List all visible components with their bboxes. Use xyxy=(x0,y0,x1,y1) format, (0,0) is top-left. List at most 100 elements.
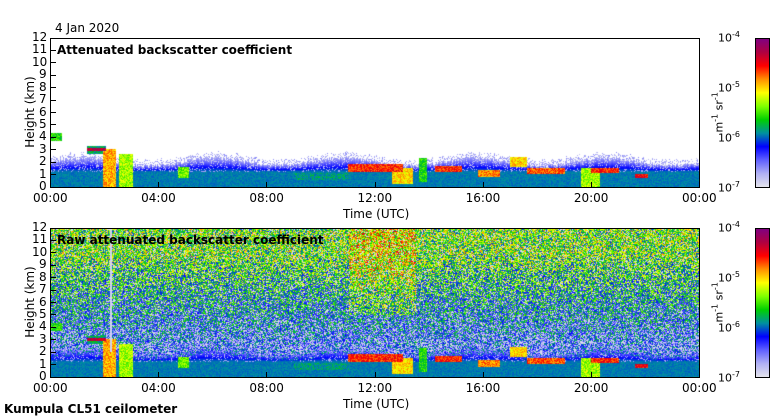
y-tick-mark xyxy=(51,351,56,353)
plot-title: Raw attenuated backscatter coefficient xyxy=(57,233,324,247)
y-tick-mark xyxy=(51,302,56,303)
tick-base: 10 xyxy=(718,181,732,195)
y-tick-label: 12 xyxy=(32,30,48,44)
unit-part: -1 xyxy=(710,113,720,122)
x-tick-mark xyxy=(590,372,592,377)
y-tick-mark xyxy=(51,314,56,316)
x-tick-mark xyxy=(699,182,700,187)
colorbar xyxy=(755,228,770,378)
y-tick-mark xyxy=(51,49,56,51)
raw-backscatter-heatmap xyxy=(51,229,699,377)
y-tick-mark xyxy=(51,74,56,76)
tick-base: 10 xyxy=(718,221,732,235)
unit-part: m xyxy=(712,121,726,133)
tick-exponent: -4 xyxy=(732,220,740,229)
y-tick-mark xyxy=(51,277,56,279)
tick-exponent: -7 xyxy=(732,180,740,189)
y-tick-label: 1 xyxy=(39,356,47,371)
colorbar-tick-label: 10-7 xyxy=(718,180,740,195)
tick-exponent: -4 xyxy=(732,30,740,39)
y-tick-label: 5 xyxy=(39,306,47,321)
y-tick-mark xyxy=(51,339,56,341)
y-tick-mark xyxy=(51,364,56,366)
x-tick-label: 04:00 xyxy=(141,381,176,395)
x-tick-mark xyxy=(482,182,484,187)
x-tick-label: 04:00 xyxy=(141,191,176,205)
backscatter-heatmap xyxy=(51,39,699,187)
y-tick-label: 10 xyxy=(32,244,48,259)
y-tick-mark xyxy=(51,264,56,266)
date-label: 4 Jan 2020 xyxy=(55,21,120,35)
unit-part: -1 xyxy=(710,303,720,312)
y-tick-label: 11 xyxy=(32,42,48,57)
tick-base: 10 xyxy=(718,81,732,95)
tick-exponent: -5 xyxy=(732,80,740,89)
y-tick-label: 7 xyxy=(39,92,47,107)
y-tick-label: 5 xyxy=(39,116,47,131)
y-tick-label: 0 xyxy=(39,179,47,193)
unit-part: -1 xyxy=(710,92,720,101)
x-tick-label: 00:00 xyxy=(682,191,717,205)
y-tick-label: 12 xyxy=(32,220,48,234)
y-tick-label: 2 xyxy=(39,344,47,359)
y-tick-label: 6 xyxy=(39,294,47,309)
y-tick-label: 4 xyxy=(39,129,47,144)
y-tick-label: 7 xyxy=(39,282,47,297)
x-tick-label: 00:00 xyxy=(33,191,68,205)
tick-exponent: -6 xyxy=(732,320,740,329)
colorbar-unit-label: m-1 sr-1 xyxy=(711,82,726,142)
colorbar-unit-label: m-1 sr-1 xyxy=(711,272,726,332)
x-tick-mark xyxy=(50,182,51,187)
x-tick-label: 00:00 xyxy=(682,381,717,395)
y-tick-label: 8 xyxy=(39,79,47,94)
x-tick-mark xyxy=(158,182,160,187)
y-tick-label: 4 xyxy=(39,319,47,334)
y-tick-mark xyxy=(51,252,56,254)
x-tick-label: 20:00 xyxy=(573,191,609,205)
y-tick-mark xyxy=(51,112,56,113)
y-tick-mark xyxy=(51,99,56,101)
y-tick-label: 11 xyxy=(32,232,48,247)
y-tick-label: 1 xyxy=(39,166,47,181)
y-axis-label: Height (km) xyxy=(23,76,37,148)
colorbar-tick-label: 10-4 xyxy=(718,220,740,235)
y-tick-label: 8 xyxy=(39,269,47,284)
tick-exponent: -5 xyxy=(732,270,740,279)
y-tick-label: 2 xyxy=(39,154,47,169)
tick-base: 10 xyxy=(718,131,732,145)
x-tick-mark xyxy=(266,182,268,187)
x-tick-mark xyxy=(699,372,700,377)
y-tick-mark xyxy=(51,37,56,39)
y-tick-mark xyxy=(51,227,56,229)
backscatter-plot: Attenuated backscatter coefficient xyxy=(50,38,700,188)
colorbar-tick-label: 10-6 xyxy=(718,320,740,335)
x-tick-mark xyxy=(158,372,160,377)
y-tick-label: 9 xyxy=(39,67,47,82)
y-tick-label: 9 xyxy=(39,257,47,272)
x-tick-mark xyxy=(374,372,376,377)
y-axis-label: Height (km) xyxy=(23,266,37,338)
tick-base: 10 xyxy=(718,321,732,335)
y-tick-mark xyxy=(51,149,56,151)
x-tick-label: 16:00 xyxy=(465,381,501,395)
y-tick-mark xyxy=(51,136,56,138)
y-tick-mark xyxy=(51,376,56,378)
unit-part: m xyxy=(712,311,726,323)
y-tick-mark xyxy=(51,239,56,241)
x-tick-mark xyxy=(590,182,592,187)
y-tick-mark xyxy=(51,186,56,188)
x-tick-label: 08:00 xyxy=(249,191,284,205)
tick-exponent: -7 xyxy=(732,370,740,379)
y-tick-mark xyxy=(51,289,56,291)
y-tick-mark xyxy=(51,124,56,126)
y-tick-mark xyxy=(51,87,56,89)
y-tick-mark xyxy=(51,326,56,328)
x-tick-label: 12:00 xyxy=(357,381,393,395)
unit-part: -1 xyxy=(710,282,720,291)
instrument-label: Kumpula CL51 ceilometer xyxy=(4,402,178,416)
y-tick-mark xyxy=(51,174,56,176)
x-tick-mark xyxy=(482,372,484,377)
tick-base: 10 xyxy=(718,371,732,385)
unit-part: sr xyxy=(712,290,726,304)
